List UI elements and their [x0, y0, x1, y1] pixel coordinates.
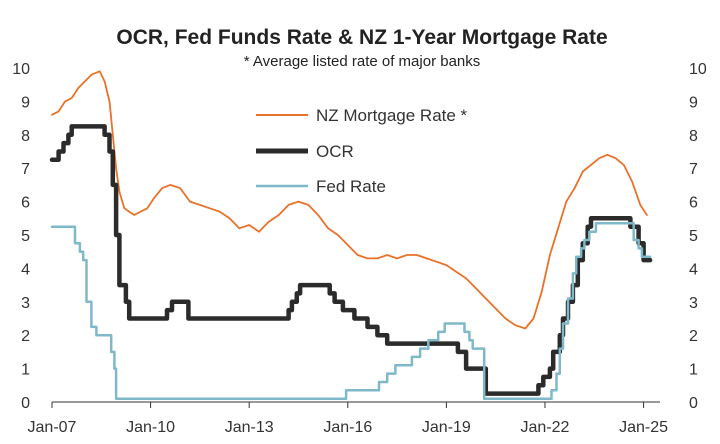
series-line-fed-rate	[50, 222, 652, 400]
y-tick-label-right: 8	[689, 128, 698, 145]
legend-label-nz-mortgage-rate: NZ Mortgage Rate *	[316, 106, 468, 125]
x-tick-label: Jan-10	[126, 419, 175, 436]
y-tick-label-right: 7	[689, 161, 698, 178]
y-axis-right: 0 1 2 3 4 5 6 7 8 9 10	[689, 61, 707, 412]
y-tick-label-left: 5	[21, 228, 30, 245]
series-lines	[49, 70, 653, 400]
y-tick-label-right: 3	[689, 295, 698, 312]
x-tick-label: Jan-25	[619, 419, 668, 436]
y-tick-label-right: 1	[689, 362, 698, 379]
y-tick-label-left: 7	[21, 161, 30, 178]
chart-title: OCR, Fed Funds Rate & NZ 1-Year Mortgage…	[116, 26, 607, 49]
y-tick-label-right: 5	[689, 228, 698, 245]
y-tick-label-left: 10	[12, 61, 30, 78]
y-tick-label-right: 9	[689, 94, 698, 111]
y-axis-left: 0 1 2 3 4 5 6 7 8 9 10	[12, 61, 30, 412]
x-tick-label: Jan-07	[28, 419, 77, 436]
x-tick-label: Jan-13	[225, 419, 274, 436]
x-tick-label: Jan-22	[521, 419, 570, 436]
x-axis: Jan-07 Jan-10 Jan-13 Jan-16 Jan-19 Jan-22 Jan-…	[28, 402, 668, 436]
y-tick-label-left: 2	[21, 328, 30, 345]
y-tick-label-left: 4	[21, 261, 30, 278]
y-tick-label-right: 10	[689, 61, 707, 78]
x-tick-label: Jan-16	[323, 419, 372, 436]
y-tick-label-left: 0	[21, 395, 30, 412]
legend: NZ Mortgage Rate * OCR Fed Rate	[256, 106, 468, 196]
y-tick-label-right: 4	[689, 261, 698, 278]
legend-label-ocr: OCR	[316, 142, 354, 161]
y-tick-label-left: 9	[21, 94, 30, 111]
y-tick-label-left: 8	[21, 128, 30, 145]
legend-label-fed-rate: Fed Rate	[316, 177, 386, 196]
series-line-nz-mortgage-rate	[51, 70, 648, 330]
y-tick-label-right: 0	[689, 395, 698, 412]
series-line-ocr	[49, 124, 653, 396]
x-tick-label: Jan-19	[422, 419, 471, 436]
y-tick-label-right: 2	[689, 328, 698, 345]
y-tick-label-left: 3	[21, 295, 30, 312]
chart-subtitle: * Average listed rate of major banks	[244, 53, 481, 70]
y-tick-label-left: 6	[21, 195, 30, 212]
y-tick-label-right: 6	[689, 195, 698, 212]
y-tick-label-left: 1	[21, 362, 30, 379]
